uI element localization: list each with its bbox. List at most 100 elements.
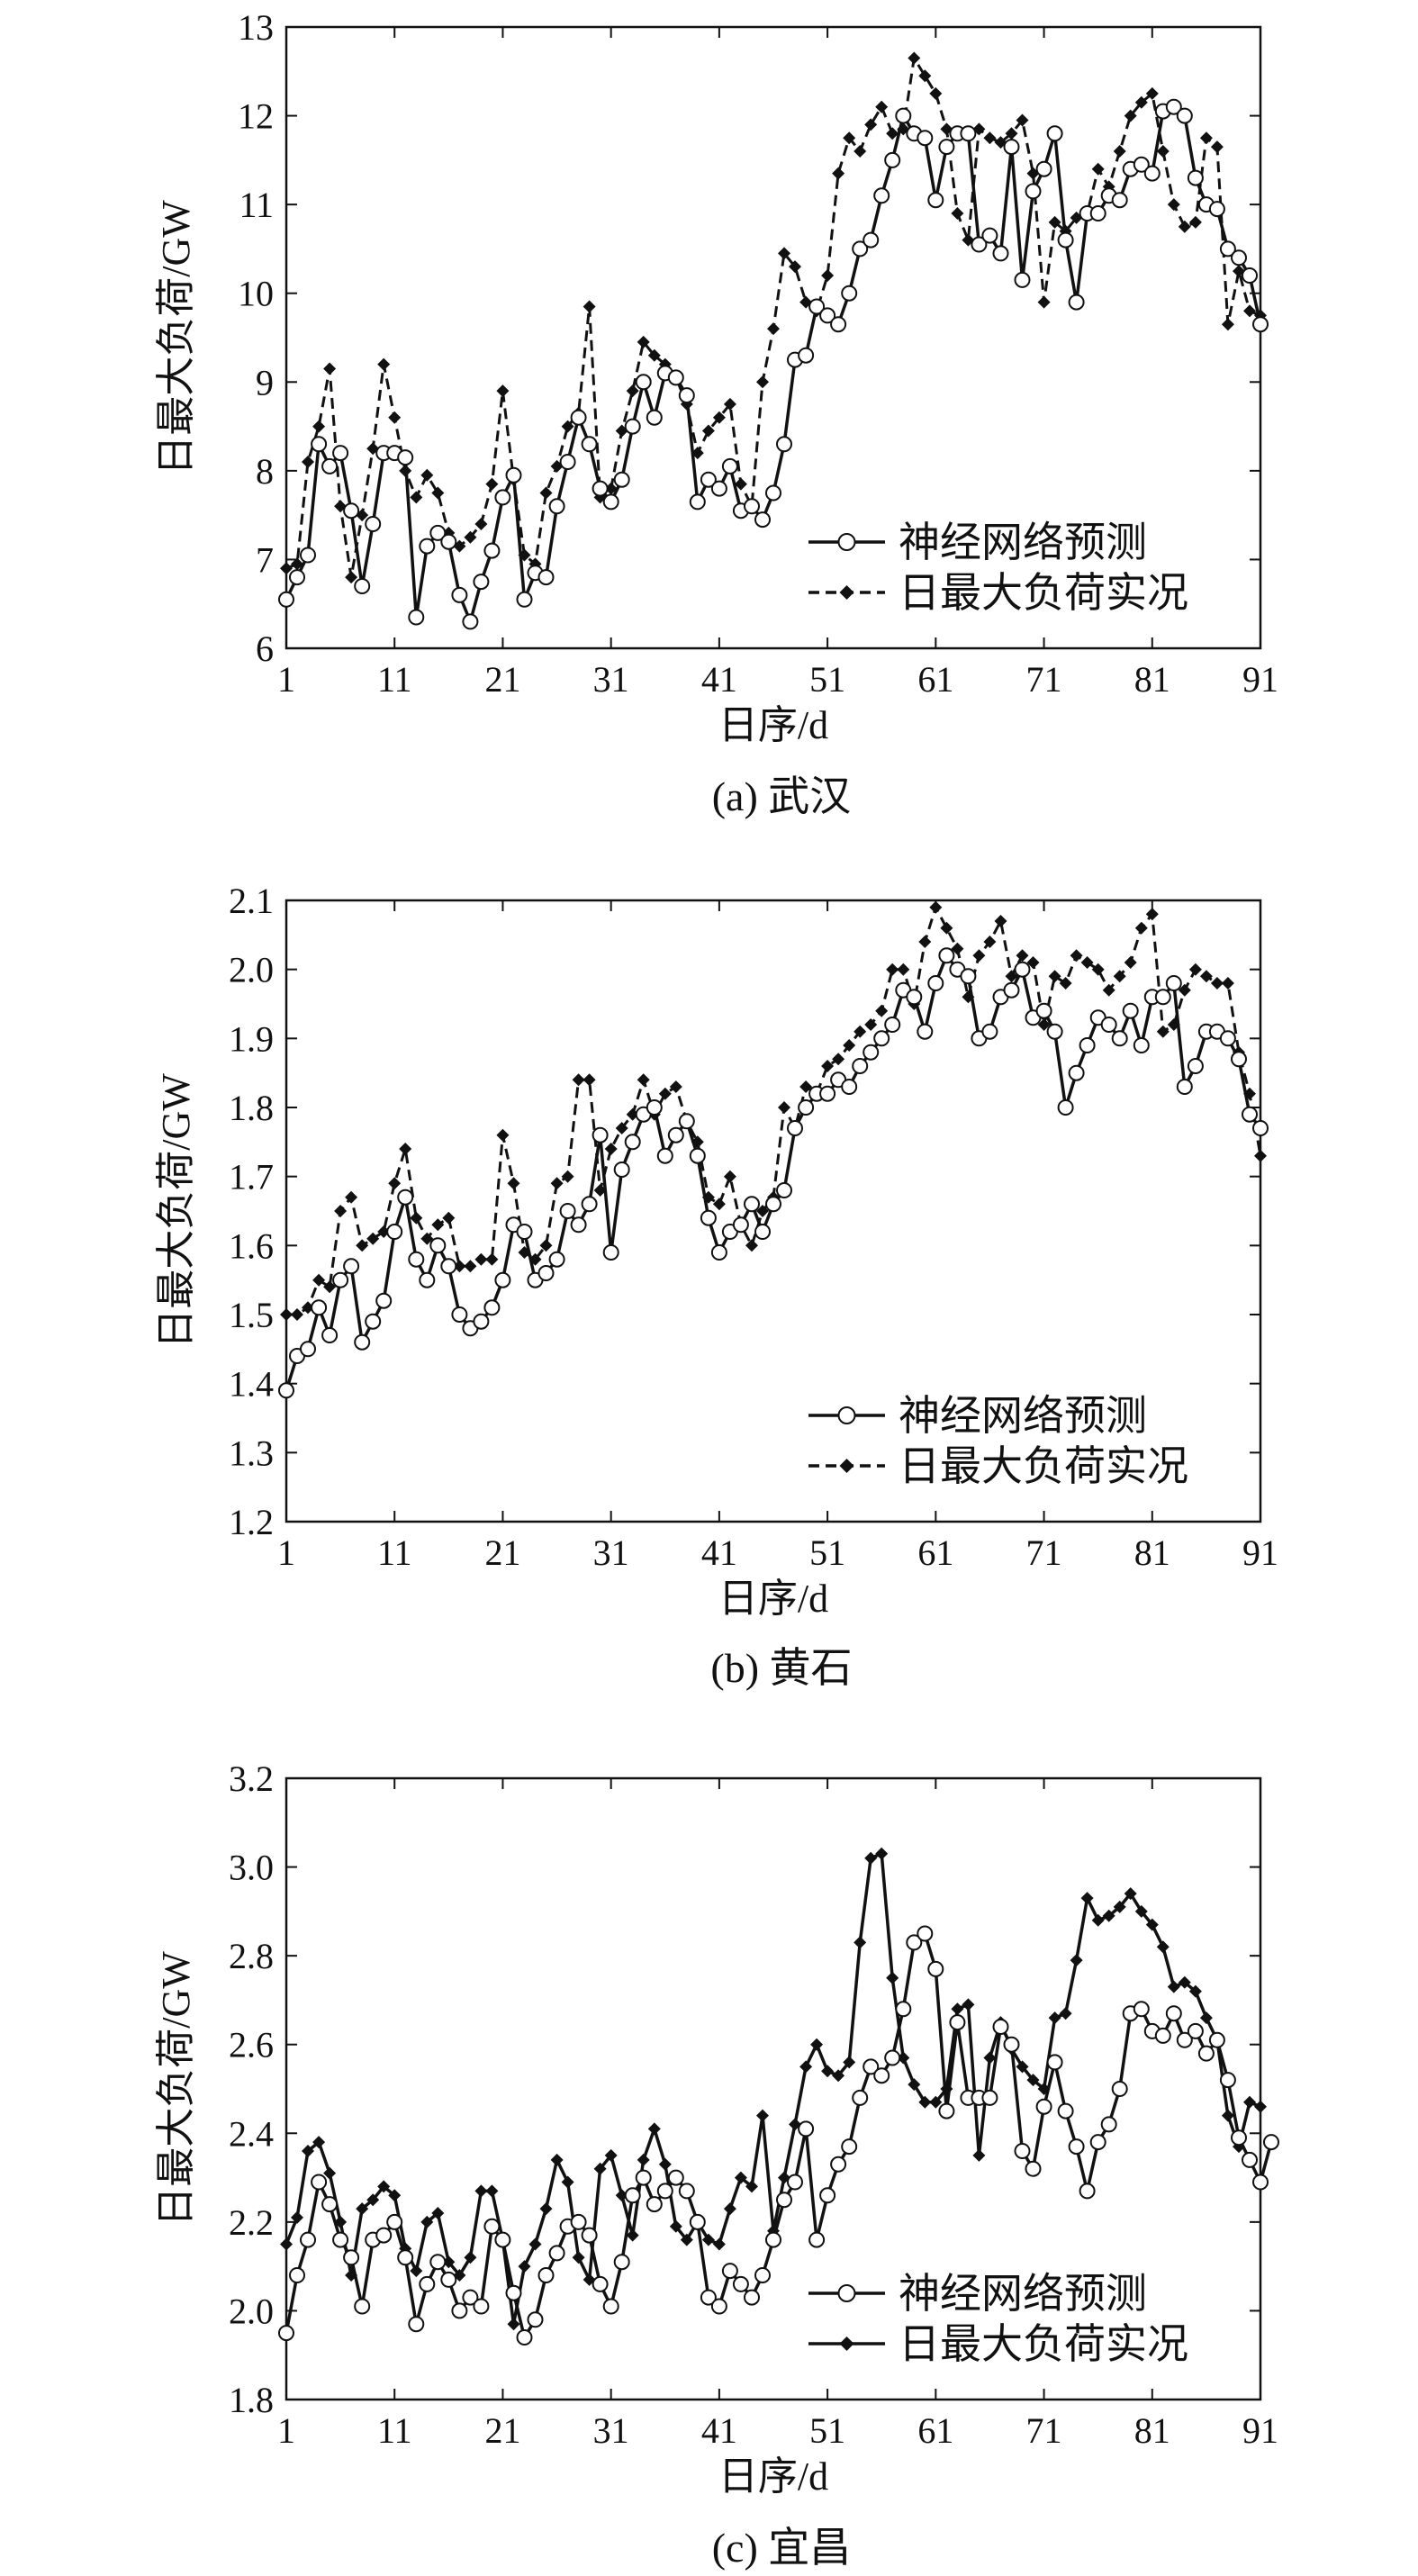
data-point-prediction xyxy=(321,457,339,475)
data-point-actual xyxy=(756,2109,769,2122)
data-point-actual xyxy=(1091,162,1105,176)
data-point-actual xyxy=(572,1073,585,1087)
data-point-actual xyxy=(539,2202,553,2216)
data-point-actual xyxy=(356,2202,369,2216)
data-point-prediction xyxy=(332,445,349,462)
data-point-prediction xyxy=(537,569,555,586)
data-point-prediction xyxy=(1111,1030,1128,1047)
data-point-prediction xyxy=(787,1120,803,1136)
data-point-prediction xyxy=(927,192,944,209)
data-point-prediction xyxy=(710,1244,727,1261)
data-point-prediction xyxy=(1057,1099,1074,1116)
data-point-actual xyxy=(323,362,337,375)
data-point-actual xyxy=(929,2095,943,2109)
data-point-actual xyxy=(1102,983,1115,997)
x-tick-label: 81 xyxy=(1134,1532,1170,1573)
data-point-actual xyxy=(410,2264,423,2278)
data-point-actual xyxy=(951,2002,964,2016)
data-point-actual xyxy=(377,357,391,371)
data-point-prediction xyxy=(354,1333,371,1351)
data-point-actual xyxy=(507,1177,520,1190)
data-point-prediction xyxy=(1252,2174,1269,2191)
data-point-actual xyxy=(854,1025,867,1038)
data-point-actual xyxy=(799,2060,813,2074)
data-point-prediction xyxy=(419,2275,436,2292)
data-point-prediction xyxy=(1154,989,1171,1006)
data-point-prediction xyxy=(852,2089,869,2106)
data-point-actual xyxy=(832,2069,845,2083)
data-point-prediction xyxy=(1057,2102,1074,2120)
data-point-actual xyxy=(1070,1954,1083,1967)
data-point-prediction xyxy=(992,245,1009,262)
data-point-actual xyxy=(778,1101,790,1114)
data-point-prediction xyxy=(300,547,316,564)
data-point-actual xyxy=(507,2318,520,2331)
data-point-prediction xyxy=(938,947,955,964)
x-tick-label: 1 xyxy=(277,1532,295,1573)
y-tick-label: 13 xyxy=(238,7,274,48)
panel-caption: (b) 黄石 xyxy=(710,1645,852,1691)
data-point-actual xyxy=(875,1847,889,1860)
data-point-actual xyxy=(821,269,835,282)
data-point-actual xyxy=(528,2237,542,2251)
data-point-actual xyxy=(399,1143,412,1155)
data-point-actual xyxy=(1243,304,1256,318)
data-point-actual xyxy=(1113,1900,1126,1913)
x-tick-label: 21 xyxy=(484,659,520,700)
data-point-actual xyxy=(366,1232,380,1245)
data-point-prediction xyxy=(873,2067,890,2084)
data-point-actual xyxy=(778,247,790,260)
data-point-prediction xyxy=(1122,1002,1139,1019)
data-point-actual xyxy=(550,1177,564,1190)
data-point-prediction xyxy=(559,1203,576,1219)
data-point-prediction xyxy=(744,498,760,515)
x-tick-label: 31 xyxy=(593,1532,629,1573)
x-tick-label: 81 xyxy=(1134,2410,1170,2451)
data-point-prediction xyxy=(300,2231,316,2248)
data-point-prediction xyxy=(646,2196,663,2213)
data-point-actual xyxy=(474,2184,488,2198)
y-tick-label: 2.0 xyxy=(229,2291,274,2331)
data-point-actual xyxy=(345,571,358,584)
plot-frame xyxy=(285,1776,1262,2401)
data-point-actual xyxy=(756,1205,769,1217)
data-point-actual xyxy=(843,2056,856,2069)
data-point-actual xyxy=(1145,908,1159,921)
data-point-actual xyxy=(1102,1909,1115,1922)
data-point-prediction xyxy=(863,1044,880,1061)
data-point-prediction xyxy=(732,2275,749,2292)
data-point-prediction xyxy=(343,502,360,520)
data-point-prediction xyxy=(429,2254,447,2271)
data-point-prediction xyxy=(343,2249,360,2266)
data-point-prediction xyxy=(1187,169,1204,186)
data-point-actual xyxy=(1156,145,1170,158)
data-point-actual xyxy=(908,51,921,65)
data-point-actual xyxy=(918,935,932,948)
data-point-actual xyxy=(388,411,402,424)
data-point-prediction xyxy=(1187,1058,1204,1074)
x-axis-title: 日序/d xyxy=(718,2454,828,2499)
data-point-prediction xyxy=(754,511,771,529)
data-point-actual xyxy=(734,477,747,491)
data-point-prediction xyxy=(1242,2151,1258,2168)
data-point-prediction xyxy=(419,1271,436,1288)
data-point-prediction xyxy=(1176,1079,1193,1095)
data-point-prediction xyxy=(613,471,630,488)
data-point-prediction xyxy=(386,2213,403,2230)
data-point-actual xyxy=(615,2189,628,2202)
data-point-prediction xyxy=(721,457,738,475)
data-point-prediction xyxy=(884,2049,901,2066)
data-point-prediction xyxy=(917,1023,934,1040)
x-tick-label: 41 xyxy=(701,2410,737,2451)
data-point-prediction xyxy=(830,316,847,333)
data-point-prediction xyxy=(981,227,998,244)
data-point-prediction xyxy=(429,524,447,541)
data-point-prediction xyxy=(863,2058,880,2075)
y-tick-label: 1.9 xyxy=(229,1018,274,1059)
legend-marker-circle xyxy=(837,1406,856,1424)
data-point-prediction xyxy=(765,1196,781,1213)
data-point-actual xyxy=(410,1211,423,1225)
data-point-prediction xyxy=(744,1196,760,1213)
data-point-actual xyxy=(983,131,997,145)
data-point-prediction xyxy=(311,2174,328,2191)
